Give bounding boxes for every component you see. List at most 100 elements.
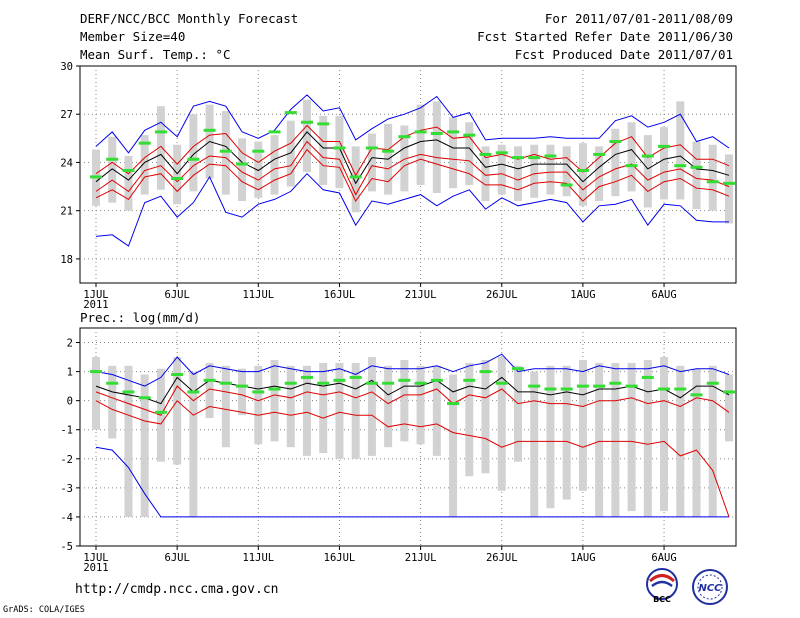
precip-x-tick-label: 21JUL [405, 552, 437, 564]
precip-obs-marker [690, 393, 703, 397]
precip-range-bar [449, 374, 458, 517]
temp-range-bar [254, 141, 263, 198]
precip-obs-marker [609, 381, 622, 385]
temp-obs-marker [171, 177, 184, 181]
precip-range-bar [416, 365, 425, 445]
precip-range-bar [189, 371, 198, 517]
precip-plot-frame [79, 327, 737, 547]
temp-range-bar [302, 99, 311, 173]
temp-obs-marker [463, 133, 476, 137]
precip-y-tick-label: -1 [60, 425, 73, 437]
temp-range-bar [660, 127, 669, 200]
precip-obs-marker [593, 384, 606, 388]
temp-range-bar [189, 114, 198, 192]
precip-range-bar [367, 357, 376, 456]
temp-y-tick-label: 21 [60, 206, 73, 218]
temp-range-bar [416, 104, 425, 185]
temp-x-tick-label: 16JUL [324, 289, 356, 301]
temp-range-bar [595, 146, 604, 202]
precip-obs-marker [236, 384, 249, 388]
precip-obs-marker [284, 381, 297, 385]
precip-x-tick-label: 26JUL [486, 552, 518, 564]
precip-obs-marker [106, 381, 119, 385]
forecast-start-date: Fcst Started Refer Date 2011/06/30 [477, 29, 733, 44]
temp-x-tick-label: 6AUG [651, 289, 676, 301]
precip-min-line [95, 446, 729, 518]
temp-range-bar [676, 101, 685, 200]
precip-x-tick-label: 16JUL [324, 552, 356, 564]
precip-range-bar [302, 365, 311, 456]
bcc-logo-text: BCC [653, 595, 671, 604]
grads-credit: GrADS: COLA/IGES [3, 605, 85, 615]
temp-obs-marker [398, 135, 411, 139]
temp-range-bar [319, 115, 328, 185]
precip-obs-marker [317, 381, 330, 385]
precip-range-bar [286, 365, 295, 448]
precip-obs-marker [333, 378, 346, 382]
precip-range-bar [465, 362, 474, 477]
temp-range-bar [270, 135, 279, 195]
precip-panel-label: Prec.: log(mm/d) [80, 310, 201, 325]
precip-obs-marker [544, 387, 557, 391]
temp-obs-marker [560, 183, 573, 187]
precip-range-bar [481, 359, 490, 474]
temp-range-bar [627, 122, 636, 192]
temp-obs-marker [317, 122, 330, 126]
precip-range-bar [238, 368, 247, 416]
temp-range-bar [708, 144, 717, 211]
precip-y-tick-label: 0 [67, 396, 73, 408]
precip-range-bar [692, 368, 701, 517]
precip-range-bar [173, 357, 182, 465]
temp-x-tick-label: 1JUL [83, 289, 108, 301]
temp-y-tick-label: 30 [60, 61, 73, 73]
chart-title: DERF/NCC/BCC Monthly Forecast [80, 11, 299, 26]
temp-range-bar [562, 146, 571, 197]
temp-range-bar [465, 122, 474, 185]
precip-max-line [95, 353, 730, 387]
temp-p75-line [95, 124, 730, 177]
precip-obs-marker [203, 378, 216, 382]
temp-obs-marker [528, 156, 541, 160]
temp-obs-marker [333, 146, 346, 150]
precip-p25-line [95, 385, 730, 416]
precip-obs-marker [365, 381, 378, 385]
temp-obs-marker [106, 157, 119, 161]
precip-obs-marker [300, 375, 313, 379]
precip-range-bar [254, 365, 263, 445]
temp-obs-marker [479, 152, 492, 156]
temp-obs-marker [219, 149, 232, 153]
temp-obs-marker [122, 168, 135, 172]
temp-x-tick-label: 21JUL [405, 289, 437, 301]
precip-range-bar [676, 365, 685, 517]
temp-obs-marker [625, 164, 638, 168]
precip-p10-line [95, 399, 730, 518]
temp-range-bar [643, 135, 652, 208]
precip-range-bar [432, 365, 441, 456]
temp-obs-marker [300, 120, 313, 124]
temp-range-bar [400, 125, 409, 192]
precip-obs-marker [658, 387, 671, 391]
precip-y-tick-label: -5 [60, 541, 73, 553]
temp-range-bar [140, 135, 149, 195]
temp-obs-marker [236, 162, 249, 166]
precip-y-tick-label: 1 [67, 367, 73, 379]
precip-obs-marker [495, 381, 508, 385]
temp-range-bar [335, 115, 344, 189]
precip-range-bar [611, 362, 620, 517]
precip-x-tick-label: 1AUG [570, 552, 595, 564]
temp-obs-marker [138, 141, 151, 145]
source-url[interactable]: http://cmdp.ncc.cma.gov.cn [75, 582, 279, 597]
precip-range-bar [205, 362, 214, 419]
temp-obs-marker [593, 152, 606, 156]
precip-range-bar [578, 359, 587, 491]
temp-mean-line [95, 131, 730, 185]
precip-mean-line [95, 376, 730, 405]
temp-range-bar [108, 136, 117, 203]
temp-obs-marker [268, 130, 281, 134]
temp-x-tick-label: 11JUL [242, 289, 274, 301]
temp-p10-line [95, 148, 730, 202]
precip-range-bar [595, 362, 604, 517]
precip-y-tick-label: -4 [60, 512, 73, 524]
precip-obs-marker [511, 367, 524, 371]
temp-max-line [95, 94, 730, 154]
